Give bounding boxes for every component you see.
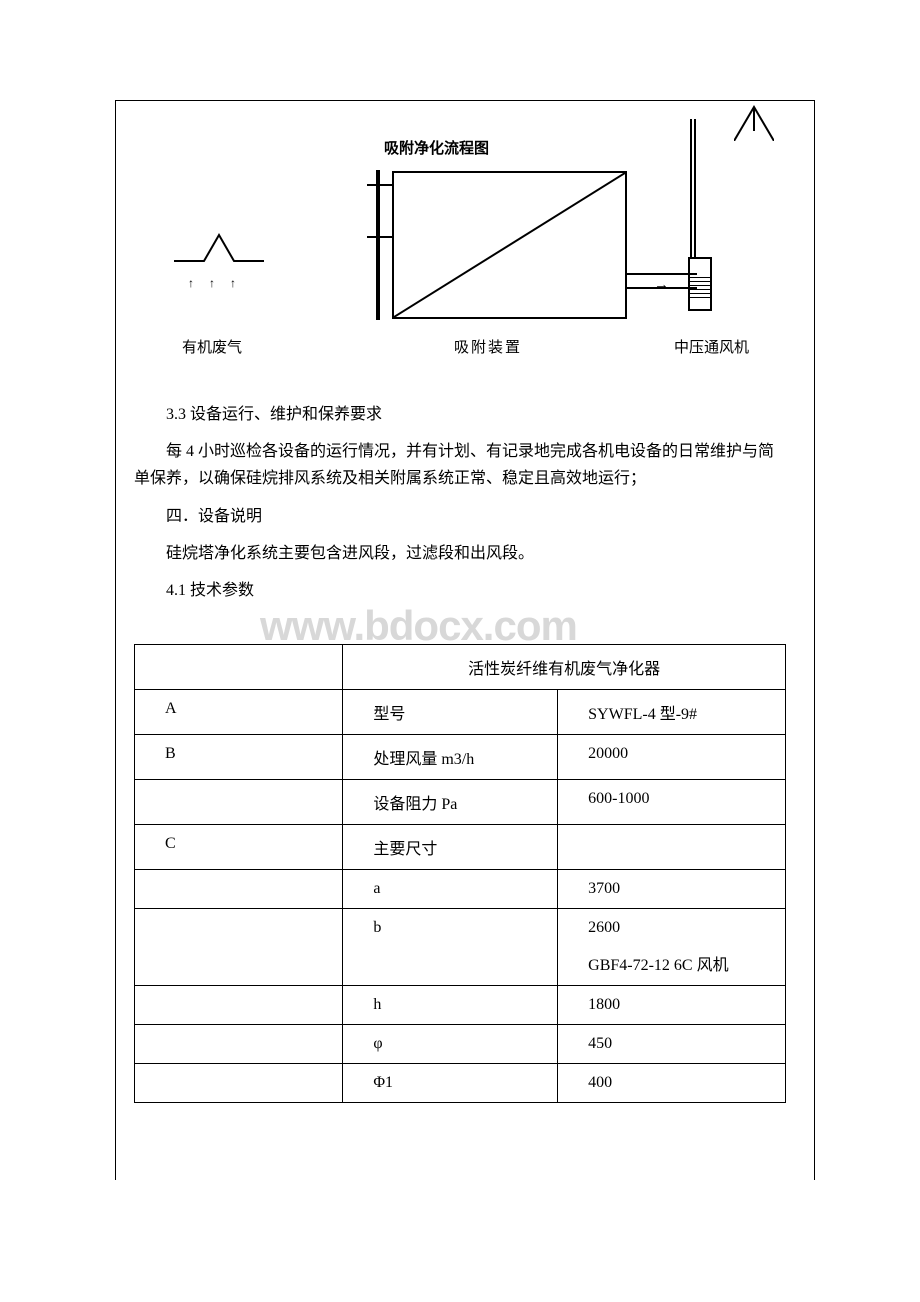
table-row: B 处理风量 m3/h 20000 xyxy=(135,735,786,780)
fan-grille-icon xyxy=(690,274,710,298)
hood-label: 有机废气 xyxy=(182,336,242,357)
hood-up-arrows-icon: ↑ ↑ ↑ xyxy=(188,276,242,291)
spec-table: 活性炭纤维有机废气净化器 A 型号 SYWFL-4 型-9# B 处理风量 m3… xyxy=(134,644,786,1103)
duct-left xyxy=(376,170,380,320)
flow-diagram: 吸附净化流程图 ↑ ↑ ↑ 有机废气 吸附装置 → 中压通风机 xyxy=(134,101,786,381)
section-3-3-heading: 3.3 设备运行、维护和保养要求 xyxy=(134,401,786,428)
section-4-body: 硅烷塔净化系统主要包含进风段，过滤段和出风段。 xyxy=(134,540,786,567)
table-cell-c2: h xyxy=(343,986,558,1025)
table-cell-c3: 1800 xyxy=(558,986,786,1025)
table-cell-c1: C xyxy=(135,825,343,870)
table-row: a 3700 xyxy=(135,870,786,909)
table-row: h 1800 xyxy=(135,986,786,1025)
table-cell-c2: 设备阻力 Pa xyxy=(343,780,558,825)
section-3-3-body: 每 4 小时巡检各设备的运行情况，并有计划、有记录地完成各机电设备的日常维护与简… xyxy=(134,438,786,492)
table-cell-c3: 3700 xyxy=(558,870,786,909)
adsorber-label: 吸附装置 xyxy=(454,336,522,357)
table-cell-c2: φ xyxy=(343,1025,558,1064)
table-row: 设备阻力 Pa 600-1000 xyxy=(135,780,786,825)
table-header-blank xyxy=(135,645,343,690)
table-cell-c2: 型号 xyxy=(343,690,558,735)
table-cell-c3: SYWFL-4 型-9# xyxy=(558,690,786,735)
table-cell-c3: 450 xyxy=(558,1025,786,1064)
table-cell-c1 xyxy=(135,909,343,986)
section-4-1-heading: 4.1 技术参数 xyxy=(134,577,786,604)
table-cell-c2: a xyxy=(343,870,558,909)
table-row: A 型号 SYWFL-4 型-9# xyxy=(135,690,786,735)
table-cell-c2: Φ1 xyxy=(343,1064,558,1103)
table-header-title: 活性炭纤维有机废气净化器 xyxy=(343,645,786,690)
table-cell-c3: 20000 xyxy=(558,735,786,780)
table-cell-c3 xyxy=(558,825,786,870)
section-4-heading: 四．设备说明 xyxy=(134,503,786,530)
table-cell-c2: b xyxy=(343,909,558,986)
table-cell-c1 xyxy=(135,1064,343,1103)
adsorber-box xyxy=(392,171,627,319)
diagram-title: 吸附净化流程图 xyxy=(384,137,489,158)
fan-label: 中压通风机 xyxy=(674,336,749,357)
table-cell-c1: A xyxy=(135,690,343,735)
table-cell-c1 xyxy=(135,1025,343,1064)
table-cell-c1 xyxy=(135,870,343,909)
table-cell-c1: B xyxy=(135,735,343,780)
arrow-right-icon: → xyxy=(654,277,669,294)
table-cell-c2: 处理风量 m3/h xyxy=(343,735,558,780)
table-row: Φ1 400 xyxy=(135,1064,786,1103)
page-frame: 吸附净化流程图 ↑ ↑ ↑ 有机废气 吸附装置 → 中压通风机 xyxy=(115,100,815,1180)
roof-outlet-icon xyxy=(734,101,774,141)
hood-shape xyxy=(174,231,264,261)
table-row: φ 450 xyxy=(135,1025,786,1064)
table-cell-c1 xyxy=(135,986,343,1025)
table-cell-c3: 600-1000 xyxy=(558,780,786,825)
table-row: b 2600 GBF4-72-12 6C 风机 xyxy=(135,909,786,986)
table-cell-c3: 2600 GBF4-72-12 6C 风机 xyxy=(558,909,786,986)
table-cell-c3: 400 xyxy=(558,1064,786,1103)
table-header-row: 活性炭纤维有机废气净化器 xyxy=(135,645,786,690)
table-cell-c1 xyxy=(135,780,343,825)
table-cell-c2: 主要尺寸 xyxy=(343,825,558,870)
table-row: C 主要尺寸 xyxy=(135,825,786,870)
stack-pipe xyxy=(690,119,696,258)
